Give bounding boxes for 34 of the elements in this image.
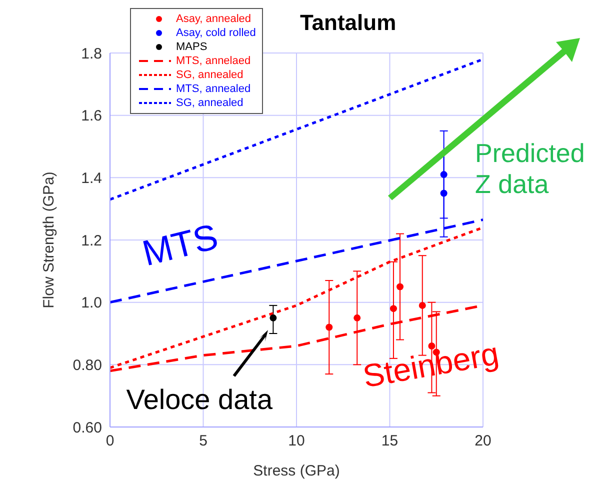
point: [440, 171, 448, 178]
legend-label: Asay, cold rolled: [176, 27, 256, 39]
point: [418, 302, 426, 309]
point: [270, 314, 277, 322]
legend-label: MTS, annelaed: [176, 55, 251, 67]
x-tick-label: 15: [381, 432, 398, 450]
legend-label: Asay, annealed: [176, 13, 252, 25]
y-tick-label: 1.4: [81, 170, 102, 187]
annotation: Predicted Z data: [475, 138, 585, 200]
legend-label: MAPS: [176, 41, 208, 53]
point: [440, 190, 448, 197]
x-tick-label: 10: [288, 432, 305, 450]
x-tick-label: 5: [199, 432, 208, 450]
x-tick-label: 20: [474, 432, 492, 450]
point: [354, 314, 361, 322]
point: [326, 324, 333, 331]
y-tick-label: 1.2: [81, 232, 102, 250]
legend-label: SG, annealed: [176, 69, 244, 81]
point: [396, 283, 404, 290]
y-axis-title: Flow Strength (GPa): [40, 172, 58, 308]
annotation: MTS: [138, 214, 222, 275]
y-tick-label: 0.60: [72, 419, 102, 436]
y-tick-label: 1.0: [81, 294, 102, 312]
point: [390, 305, 397, 312]
y-tick-label: 0.80: [72, 356, 102, 374]
y-tick-label: 1.6: [81, 108, 102, 125]
chart-title: Tantalum: [300, 10, 396, 36]
y-tick-label: 1.8: [81, 45, 102, 62]
x-axis-title: Stress (GPa): [253, 462, 340, 480]
legend-label: SG, annealed: [176, 97, 244, 109]
legend-label: MTS, annealed: [176, 83, 251, 95]
x-tick-label: 0: [106, 432, 114, 450]
annotation: Steinberg: [360, 334, 502, 396]
annotation: Veloce data: [126, 382, 273, 416]
